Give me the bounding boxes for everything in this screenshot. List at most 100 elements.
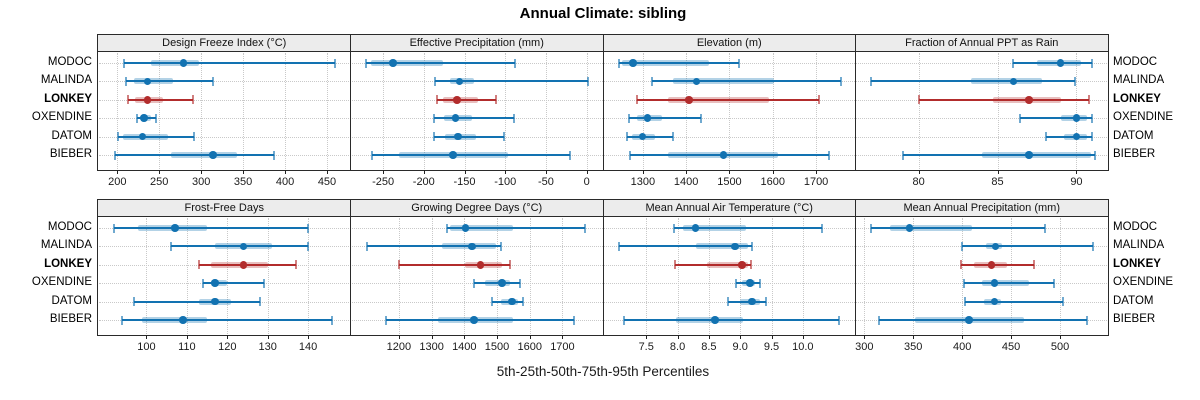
cap-left: [1045, 132, 1048, 142]
cap-left: [735, 278, 738, 288]
cap-right: [1094, 150, 1097, 160]
cap-right: [1086, 315, 1089, 325]
median-dot: [1009, 77, 1018, 86]
median-dot: [389, 59, 397, 67]
x-gridline: [423, 53, 425, 169]
x-gridline: [505, 53, 507, 169]
x-tick: [243, 170, 245, 174]
median-dot: [455, 77, 464, 86]
cap-right: [331, 315, 334, 325]
median-dot: [140, 114, 148, 122]
cap-left: [446, 223, 449, 233]
panel-strip-title: Growing Degree Days (°C): [411, 202, 543, 214]
x-gridline: [686, 53, 688, 169]
x-tick-label: 90: [1070, 176, 1083, 188]
x-tick: [962, 335, 964, 339]
cap-left: [626, 132, 629, 142]
x-gridline: [772, 53, 774, 169]
x-tick: [708, 335, 710, 339]
iqr-band: [676, 317, 744, 323]
x-tick: [505, 170, 507, 174]
whisker-line: [673, 227, 822, 229]
cap-right: [1073, 76, 1076, 86]
x-tick-label: 10.0: [792, 341, 814, 353]
cap-right: [569, 150, 572, 160]
whisker-line: [114, 227, 309, 229]
whisker-line: [125, 80, 213, 83]
x-tick: [529, 335, 531, 339]
whisker-line: [1046, 135, 1093, 138]
median-dot: [498, 279, 506, 287]
cap-left: [617, 58, 620, 68]
cap-left: [901, 150, 904, 160]
x-tick-label: 450: [317, 176, 337, 188]
median-dot: [454, 132, 462, 141]
cap-left: [963, 278, 966, 288]
row-label-left: OXENDINE: [31, 276, 92, 289]
cap-left: [124, 76, 127, 86]
x-tick-label: 80: [912, 176, 925, 188]
cap-left: [961, 241, 964, 251]
cap-left: [198, 260, 200, 270]
x-tick-label: 85: [991, 176, 1004, 188]
whisker-line: [871, 227, 1046, 229]
median-dot: [461, 224, 470, 232]
row-label-right: MALINDA: [1113, 74, 1165, 87]
iqr-band: [707, 261, 749, 268]
whisker-line: [435, 80, 589, 83]
cap-left: [651, 76, 654, 86]
whisker-line: [399, 263, 511, 266]
x-tick-label: 1400: [452, 341, 477, 353]
median-dot: [239, 242, 248, 251]
iqr-band: [370, 60, 443, 66]
cap-right: [1061, 297, 1064, 307]
x-tick-label: 300: [855, 341, 874, 353]
median-dot: [991, 242, 1000, 251]
cap-left: [1012, 58, 1015, 68]
iqr-band: [449, 225, 513, 231]
cap-right: [1092, 241, 1095, 251]
median-dot: [711, 316, 719, 324]
median-dot: [746, 279, 754, 287]
cap-right: [764, 297, 767, 307]
x-tick-label: 1700: [550, 341, 575, 353]
x-tick: [117, 170, 119, 174]
row-label-right: BIEBER: [1113, 148, 1156, 160]
panel-strip-title: Frost-Free Days: [184, 202, 264, 214]
x-tick-label: 350: [904, 341, 923, 353]
whisker-line: [386, 319, 574, 321]
x-tick: [423, 170, 425, 174]
cap-left: [169, 241, 172, 251]
median-dot: [211, 279, 219, 287]
x-tick-label: 500: [1050, 341, 1070, 353]
x-gridline: [677, 218, 679, 334]
cap-right: [671, 132, 674, 142]
x-tick-label: 1200: [386, 341, 412, 353]
whisker-line: [122, 319, 333, 321]
x-tick: [308, 335, 310, 339]
x-tick-label: 130: [258, 341, 277, 353]
x-tick: [159, 170, 161, 174]
panel-divider: [350, 35, 351, 170]
x-tick-label: 200: [108, 176, 127, 188]
median-dot: [179, 316, 187, 324]
cap-left: [917, 95, 920, 105]
x-tick-label: 400: [275, 176, 295, 188]
x-tick: [646, 335, 648, 339]
x-gridline: [962, 218, 964, 334]
whisker-line: [962, 245, 1094, 248]
median-dot: [990, 297, 999, 306]
x-tick: [772, 170, 774, 174]
x-tick: [677, 335, 679, 339]
row-label-left: MALINDA: [40, 239, 92, 252]
cap-left: [964, 297, 967, 307]
median-dot: [211, 297, 219, 306]
row-label-left: LONKEY: [44, 257, 92, 270]
iqr-band: [667, 96, 770, 103]
row-label-right: OXENDINE: [1113, 276, 1174, 289]
cap-right: [699, 113, 702, 123]
cap-left: [136, 113, 139, 123]
cap-right: [262, 278, 265, 288]
cap-left: [113, 150, 116, 160]
